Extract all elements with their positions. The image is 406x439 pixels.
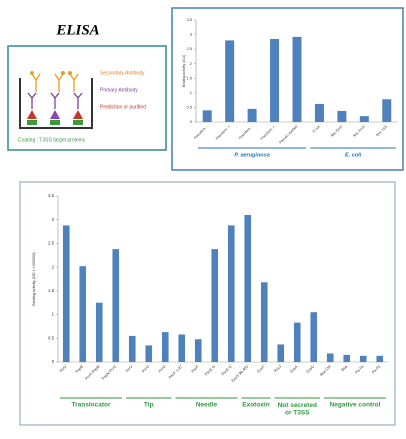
y-tick-label: 0 <box>190 119 193 124</box>
y-tick-label: 2.5 <box>186 46 192 51</box>
bar <box>293 322 301 362</box>
y-tick-label: 0.5 <box>48 335 55 340</box>
y-tick-label: 1 <box>190 90 193 95</box>
y-tick-label: 0 <box>52 359 55 364</box>
bar <box>277 344 285 362</box>
bar <box>202 110 212 122</box>
group-label: E. coli <box>345 152 362 158</box>
x-tick-label: PcrG <box>158 365 167 374</box>
x-tick-label: ExoT <box>257 364 267 374</box>
bar <box>247 108 257 122</box>
x-tick-label: PscJ <box>274 365 283 374</box>
chart-box <box>171 7 404 171</box>
bar <box>376 355 384 362</box>
y-tick-label: 3.5 <box>48 193 55 198</box>
bar <box>194 339 202 362</box>
x-tick-label: PcrV <box>59 364 68 373</box>
bar <box>292 36 302 122</box>
x-tick-label: PopB <box>75 364 85 374</box>
group-label: Not secreted or T3SS <box>278 402 317 417</box>
bar <box>270 38 280 122</box>
x-tick-label: PscF <box>191 364 200 373</box>
bar <box>359 116 369 122</box>
group-label: Negative control <box>330 402 381 409</box>
x-tick-label: PscE G <box>204 365 216 377</box>
bar <box>310 312 318 362</box>
y-axis-label: Binding activity (A.U) <box>182 55 186 87</box>
bar <box>128 335 136 362</box>
bar <box>225 40 235 122</box>
bar <box>62 225 70 362</box>
x-tick-label: Pa Ps <box>371 365 381 375</box>
bar <box>161 332 169 362</box>
bar <box>260 282 268 362</box>
bar <box>95 302 103 362</box>
x-tick-label: Bsa <box>341 364 349 372</box>
y-tick-label: 1.5 <box>48 288 55 293</box>
bar <box>382 99 392 122</box>
x-tick-label: PcrG <box>141 365 150 374</box>
bar <box>211 249 219 362</box>
y-tick-label: 3.5 <box>186 17 192 22</box>
x-tick-label: PscE G <box>221 365 233 377</box>
bar <box>244 214 252 362</box>
bar <box>227 225 235 362</box>
y-tick-label: 1 <box>52 312 55 317</box>
x-tick-label: ExsA <box>290 364 299 373</box>
diagram-box <box>7 45 167 151</box>
x-tick-label: ExsC <box>306 364 315 373</box>
bar <box>359 355 367 362</box>
bar <box>112 249 120 362</box>
y-tick-label: 0.5 <box>186 104 192 109</box>
y-tick-label: 3 <box>52 217 55 222</box>
diagram-title: ELISA <box>55 22 99 38</box>
x-tick-label: E.coli <box>312 124 321 133</box>
diagram-coating: Coating : T3SS target proteins <box>18 137 86 143</box>
y-axis-label: Binding activity (OD x 1000000) <box>32 252 36 306</box>
bar <box>326 353 334 362</box>
y-tick-label: 1.5 <box>186 75 192 80</box>
bar <box>145 345 153 362</box>
group-label: Translocator <box>71 402 110 409</box>
group-label: Tip <box>144 402 154 409</box>
bar <box>337 110 347 122</box>
elisa-well <box>19 71 93 129</box>
diagram-label: Prediction or purified <box>100 104 146 110</box>
group-label: P. aeruginosa <box>234 152 269 158</box>
y-tick-label: 2 <box>190 61 193 66</box>
bar <box>343 354 351 362</box>
y-tick-label: 2.5 <box>48 241 55 246</box>
bar <box>79 266 87 362</box>
chart-box <box>19 181 396 426</box>
bar <box>314 103 324 122</box>
y-tick-label: 3 <box>190 32 193 37</box>
diagram-label: Primary Antibody <box>100 87 138 93</box>
diagram-label: Secondary Antibody <box>100 70 145 76</box>
bar <box>178 334 186 362</box>
x-tick-label: PcrV <box>125 364 134 373</box>
group-label: Needle <box>196 402 218 409</box>
y-tick-label: 2 <box>52 264 55 269</box>
x-tick-label: Pa Ps <box>355 365 365 375</box>
group-label: Exotoxin <box>242 402 269 409</box>
